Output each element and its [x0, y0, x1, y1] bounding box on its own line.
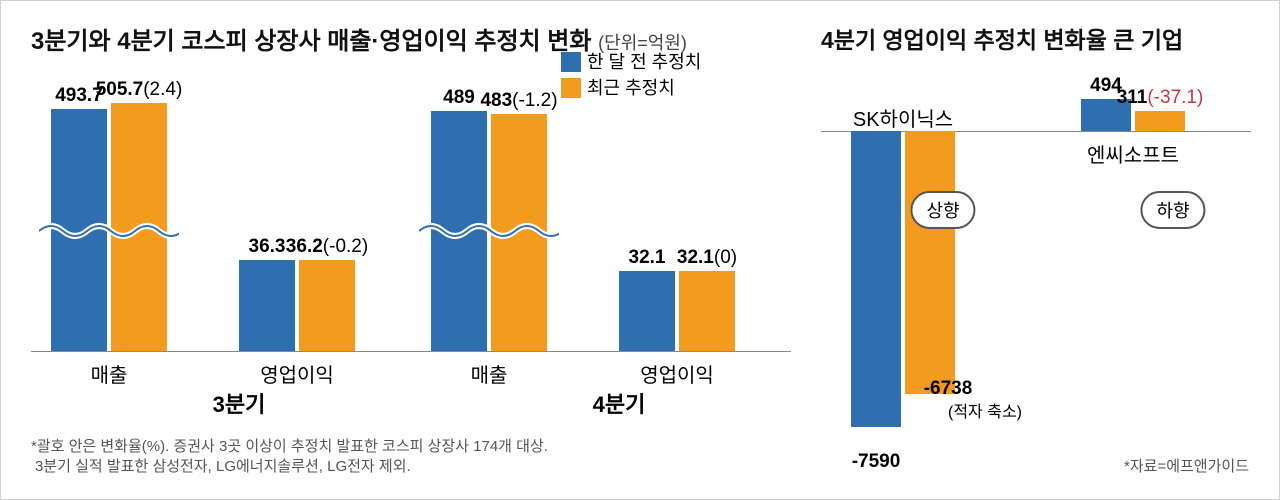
- bar-value-label: 36.2(-0.2): [286, 236, 368, 258]
- footnote-1: *괄호 안은 변화율(%). 증권사 3곳 이상이 추정치 발표한 코스피 상장…: [31, 437, 548, 457]
- category-label: 매출: [91, 359, 128, 388]
- bar-value-label: 36.3: [249, 236, 286, 258]
- direction-badge: 상향: [910, 191, 975, 229]
- group-label: 3분기: [213, 387, 266, 419]
- category-label: 매출: [471, 359, 508, 388]
- left-title-text: 3분기와 4분기 코스피 상장사 매출·영업이익 추정치 변화: [31, 28, 591, 55]
- bar-value-label-neg: -6738: [924, 378, 973, 400]
- category-label: 영업이익: [640, 359, 714, 388]
- left-chart-area: 493.7505.7(2.4)매출36.336.2(-0.2)영업이익3분기48…: [31, 61, 791, 401]
- wave-break: [419, 221, 559, 241]
- figure-frame: 3분기와 4분기 코스피 상장사 매출·영업이익 추정치 변화 (단위=억원) …: [0, 0, 1280, 500]
- company-note: (적자 축소): [948, 398, 1022, 422]
- bar-value-label: 505.7(2.4): [96, 79, 183, 101]
- left-axis: [31, 351, 791, 352]
- bar-value-label: 32.1(0): [677, 247, 737, 269]
- bar: [619, 271, 675, 351]
- category-label: 영업이익: [260, 359, 334, 388]
- bar-value-label: 32.1: [629, 247, 666, 269]
- bar-value-label: 311(-37.1): [1117, 87, 1204, 109]
- bar: [299, 260, 355, 351]
- company-label: SK하이닉스: [853, 103, 953, 132]
- bar-value-label: 489: [443, 87, 475, 109]
- right-title: 4분기 영업이익 추정치 변화율 큰 기업: [821, 21, 1183, 55]
- right-chart-area: -7590-6738SK하이닉스상향(적자 축소)494311(-37.1)엔씨…: [821, 61, 1251, 461]
- company-label: 엔씨소프트: [1087, 139, 1179, 168]
- group-label: 4분기: [593, 387, 646, 419]
- bar-value-label-neg: -7590: [852, 451, 901, 473]
- bar-value-label: 483(-1.2): [480, 90, 557, 112]
- wave-break: [39, 221, 179, 241]
- bar: [239, 260, 295, 351]
- right-source: *자료=에프앤가이드: [1124, 457, 1249, 477]
- footnote-2: 3분기 실적 발표한 삼성전자, LG에너지솔루션, LG전자 제외.: [35, 457, 411, 477]
- bar: [905, 131, 955, 394]
- bar: [851, 131, 901, 427]
- bar: [679, 271, 735, 351]
- bar: [1135, 111, 1185, 131]
- direction-badge: 하향: [1140, 191, 1205, 229]
